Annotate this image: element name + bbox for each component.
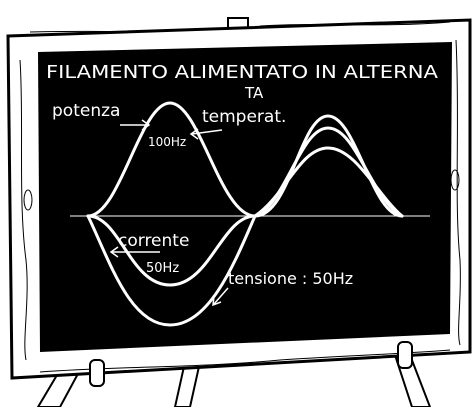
- title: FILAMENTO ALIMENTATO IN ALTERNA: [46, 62, 439, 83]
- label-voltage: tensione : 50Hz: [228, 269, 353, 288]
- arrows: [109, 119, 229, 307]
- board: [38, 42, 452, 352]
- power-curve-2: [253, 114, 404, 218]
- title-wrap: TA: [244, 84, 264, 102]
- voltage-curve: [86, 214, 257, 327]
- label-power-freq: 100Hz: [148, 135, 186, 149]
- label-current: corrente: [118, 231, 189, 251]
- current-curve: [86, 214, 257, 287]
- wood-grain: [19, 21, 461, 373]
- label-temperature: temperat.: [202, 107, 286, 127]
- label-current-freq: 50Hz: [146, 261, 179, 276]
- label-power: potenza: [52, 101, 120, 121]
- pegs: [89, 341, 413, 387]
- voltage-curve-2: [253, 146, 404, 218]
- power-curve: [86, 101, 257, 218]
